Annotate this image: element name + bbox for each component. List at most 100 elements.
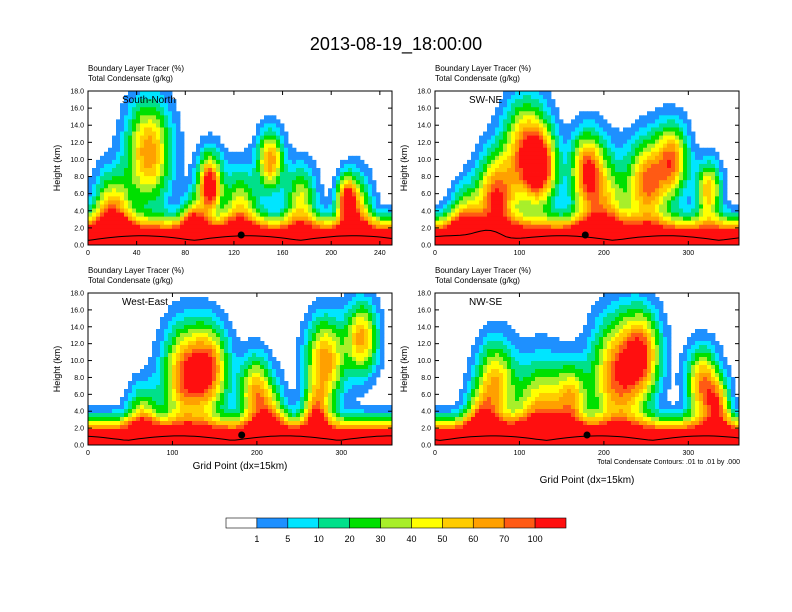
x-tick-label: 0: [433, 250, 437, 257]
colorbar-swatch: [534, 517, 567, 529]
colorbar-swatch: [380, 517, 412, 529]
y-tick-label: 10.0: [417, 157, 431, 164]
panel-label: SW-NE: [469, 95, 502, 106]
y-tick-label: 18.0: [417, 291, 431, 298]
plot-frame: [434, 90, 740, 246]
y-axis-label: Height (km): [52, 145, 62, 192]
panel-2: SW-NE Boundary Layer Tracer (%)Total Cond…: [399, 64, 740, 257]
colorbar-label: 1: [254, 534, 259, 544]
colorbar-swatch: [256, 517, 289, 529]
panel-label: West-East: [122, 297, 168, 308]
colorbar-label: 20: [345, 534, 355, 544]
y-axis-label: Height (km): [399, 346, 409, 393]
y-tick-label: 2.0: [74, 426, 84, 433]
var-title: Boundary Layer Tracer (%): [88, 64, 184, 73]
plot-frame: [434, 292, 740, 446]
y-tick-label: 10.0: [417, 358, 431, 365]
y-tick-label: 12.0: [70, 140, 84, 147]
panel-label: NW-SE: [469, 297, 502, 308]
x-tick-label: 80: [181, 250, 189, 257]
y-tick-label: 6.0: [421, 191, 431, 198]
x-tick-label: 0: [433, 450, 437, 457]
contour-note: Total Condensate Contours: .01 to .01 by…: [597, 459, 740, 466]
y-tick-label: 6.0: [74, 191, 84, 198]
y-tick-label: 6.0: [421, 392, 431, 399]
location-marker: [583, 431, 591, 439]
location-marker: [237, 231, 245, 239]
y-tick-label: 4.0: [421, 208, 431, 215]
var-title: Total Condensate (g/kg): [435, 74, 520, 83]
y-tick-label: 14.0: [70, 324, 84, 331]
y-tick-label: 8.0: [421, 174, 431, 181]
tracer-field: [435, 91, 739, 245]
x-tick-label: 0: [86, 450, 90, 457]
colorbar-swatch: [287, 517, 320, 529]
y-tick-label: 14.0: [417, 324, 431, 331]
x-tick-label: 300: [682, 250, 694, 257]
colorbar-swatch: [472, 517, 505, 529]
var-title: Total Condensate (g/kg): [88, 276, 173, 285]
x-tick-label: 200: [598, 250, 610, 257]
colorbar-swatch: [411, 517, 443, 529]
colorbar-label: 60: [468, 534, 478, 544]
y-tick-label: 12.0: [417, 341, 431, 348]
colorbar-swatch: [503, 517, 536, 529]
x-tick-label: 200: [325, 250, 337, 257]
x-tick-label: 40: [133, 250, 141, 257]
y-tick-label: 12.0: [70, 341, 84, 348]
colorbar: 1 5 10 20 30 40 50 60 70 100: [225, 517, 567, 544]
x-axis-label: Grid Point (dx=15km): [193, 461, 288, 472]
panel-1: South-North Boundary Layer Tracer (%)Tota…: [52, 64, 393, 257]
x-tick-label: 100: [167, 450, 179, 457]
y-tick-label: 18.0: [70, 89, 84, 96]
colorbar-swatch: [225, 517, 258, 529]
y-tick-label: 0.0: [74, 443, 84, 450]
y-tick-label: 18.0: [70, 291, 84, 298]
y-tick-label: 0.0: [74, 243, 84, 250]
y-tick-label: 12.0: [417, 140, 431, 147]
figure-title: 2013-08-19_18:00:00: [310, 34, 482, 55]
panel-3: West-East Boundary Layer Tracer (%)Total …: [52, 266, 393, 472]
y-tick-label: 14.0: [417, 123, 431, 130]
location-marker: [238, 431, 246, 439]
y-axis-label: Height (km): [399, 145, 409, 192]
x-tick-label: 120: [228, 250, 240, 257]
x-tick-label: 160: [277, 250, 289, 257]
y-tick-label: 16.0: [417, 307, 431, 314]
y-tick-label: 0.0: [421, 443, 431, 450]
y-tick-label: 4.0: [74, 208, 84, 215]
y-tick-label: 6.0: [74, 392, 84, 399]
y-tick-label: 14.0: [70, 123, 84, 130]
y-tick-label: 2.0: [74, 225, 84, 232]
colorbar-swatch: [442, 517, 474, 529]
y-tick-label: 10.0: [70, 358, 84, 365]
var-title: Total Condensate (g/kg): [435, 276, 520, 285]
y-tick-label: 16.0: [70, 106, 84, 113]
x-tick-label: 240: [374, 250, 386, 257]
x-tick-label: 100: [514, 450, 526, 457]
y-axis-label: Height (km): [52, 346, 62, 393]
x-tick-label: 100: [514, 250, 526, 257]
x-tick-label: 0: [86, 250, 90, 257]
tracer-field: [435, 293, 739, 445]
colorbar-label: 100: [528, 534, 543, 544]
x-tick-label: 300: [682, 450, 694, 457]
tracer-field: [88, 293, 392, 445]
var-title: Boundary Layer Tracer (%): [88, 266, 184, 275]
location-marker: [581, 231, 589, 239]
y-tick-label: 8.0: [74, 375, 84, 382]
y-tick-label: 18.0: [417, 89, 431, 96]
colorbar-label: 5: [285, 534, 290, 544]
x-tick-label: 200: [251, 450, 263, 457]
y-tick-label: 4.0: [421, 409, 431, 416]
colorbar-swatch: [349, 517, 381, 529]
colorbar-label: 50: [437, 534, 447, 544]
colorbar-label: 10: [314, 534, 324, 544]
colorbar-swatch: [318, 517, 350, 529]
x-tick-label: 300: [335, 450, 347, 457]
y-tick-label: 8.0: [421, 375, 431, 382]
var-title: Boundary Layer Tracer (%): [435, 64, 531, 73]
